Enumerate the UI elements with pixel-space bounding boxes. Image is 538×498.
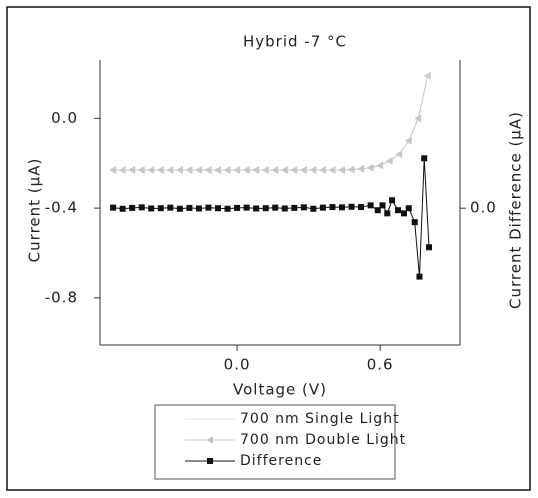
data-point [318, 165, 326, 174]
frame [6, 6, 531, 491]
data-point [272, 204, 279, 211]
data-point [421, 155, 428, 162]
data-point [395, 207, 402, 214]
data-point [405, 205, 412, 212]
data-point [119, 205, 126, 212]
data-point [186, 204, 193, 211]
data-point [147, 165, 155, 174]
data-point [348, 203, 355, 210]
data-point [243, 204, 250, 211]
data-point [110, 204, 117, 211]
data-point [148, 205, 155, 212]
data-point [328, 165, 336, 174]
data-point [376, 161, 384, 170]
data-point [109, 165, 117, 174]
data-point [379, 202, 386, 209]
x-tick-label: 0.6 [367, 356, 394, 374]
data-point [137, 165, 145, 174]
data-point [233, 165, 241, 174]
chart-title: Hybrid -7 °C [243, 33, 347, 51]
legend-label: Difference [240, 453, 322, 469]
y2-tick-label: 0.0 [470, 199, 497, 217]
data-point [252, 165, 260, 174]
data-point [347, 165, 355, 174]
data-point [389, 197, 396, 204]
data-point [358, 204, 365, 211]
data-point [299, 165, 307, 174]
data-point [329, 204, 336, 211]
legend [154, 404, 396, 480]
data-point [176, 205, 183, 212]
data-point [195, 205, 202, 212]
data-point [400, 210, 407, 217]
data-point [271, 165, 279, 174]
x-axis-label: Voltage (V) [233, 381, 327, 399]
series-line [113, 75, 429, 171]
data-point [309, 165, 317, 174]
data-point [234, 204, 241, 211]
data-point [291, 204, 298, 211]
data-point [215, 205, 222, 212]
legend-marker [207, 458, 213, 464]
data-point [242, 165, 250, 174]
y-tick-label: 0.0 [51, 109, 78, 127]
data-point [261, 165, 269, 174]
data-point [281, 205, 288, 212]
data-point [338, 204, 345, 211]
data-point [300, 204, 307, 211]
data-point [156, 165, 164, 174]
legend-label: 700 nm Double Light [240, 432, 406, 448]
data-point [411, 219, 418, 226]
legend-label: 700 nm Single Light [240, 411, 400, 427]
data-point [426, 244, 433, 251]
data-point [374, 207, 381, 214]
data-point [414, 114, 422, 123]
data-point [128, 165, 136, 174]
data-point [404, 136, 412, 145]
data-point [205, 204, 212, 211]
data-point [367, 202, 374, 209]
data-point [357, 164, 365, 173]
data-point [194, 165, 202, 174]
x-tick-label: 0.0 [224, 356, 251, 374]
data-point [118, 165, 126, 174]
y2-axis-label: Current Difference (µA) [507, 111, 525, 309]
y-tick-label: -0.8 [45, 288, 78, 306]
data-point [280, 165, 288, 174]
series-line [113, 158, 430, 277]
data-point [262, 205, 269, 212]
data-point [214, 165, 222, 174]
data-point [384, 210, 391, 217]
data-point [395, 150, 403, 159]
y-tick-label: -0.4 [45, 199, 78, 217]
data-point [423, 71, 431, 80]
data-point [138, 204, 145, 211]
data-point [166, 165, 174, 174]
data-point [290, 165, 298, 174]
data-point [385, 156, 393, 165]
data-point [337, 165, 345, 174]
legend-marker [206, 436, 213, 444]
data-point [319, 204, 326, 211]
data-point [167, 204, 174, 211]
data-point [224, 205, 231, 212]
series-line [113, 75, 429, 171]
y-axis-label: Current (µA) [26, 158, 44, 263]
data-point [416, 273, 423, 280]
data-point [185, 165, 193, 174]
data-point [366, 163, 374, 172]
data-point [310, 205, 317, 212]
data-point [253, 205, 260, 212]
data-point [129, 204, 136, 211]
data-point [175, 165, 183, 174]
data-point [204, 165, 212, 174]
data-point [157, 205, 164, 212]
data-point [223, 165, 231, 174]
